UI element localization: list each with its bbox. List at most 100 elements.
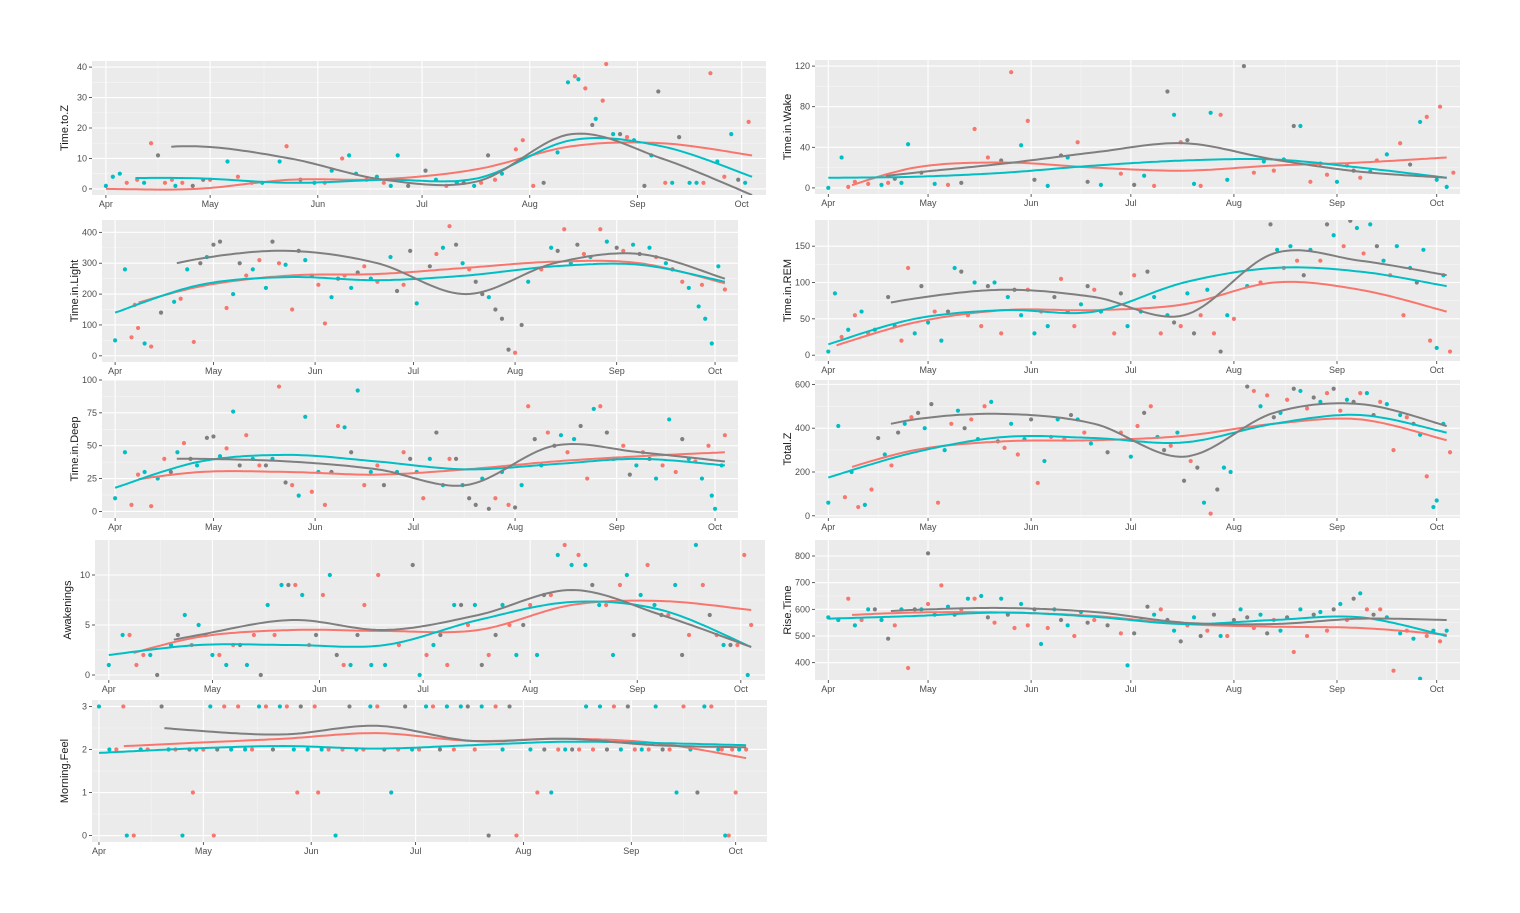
data-point bbox=[376, 572, 381, 578]
x-tick-label: Jul bbox=[1125, 198, 1137, 208]
data-point bbox=[985, 284, 990, 289]
data-point bbox=[1444, 628, 1449, 633]
data-point bbox=[852, 623, 857, 628]
data-point bbox=[832, 291, 838, 296]
y-tick-label: 40 bbox=[800, 142, 810, 152]
data-point bbox=[999, 331, 1004, 336]
data-point bbox=[486, 652, 491, 658]
panel-time-in-light: Apr May Jun Jul Aug Sep Oct 0 100 200 300 400 Time.i… bbox=[69, 220, 738, 376]
data-point bbox=[562, 227, 567, 232]
data-point bbox=[347, 704, 352, 709]
y-tick-label: 600 bbox=[795, 604, 810, 614]
data-point bbox=[1251, 388, 1256, 394]
data-point bbox=[1241, 63, 1246, 69]
data-point bbox=[945, 309, 951, 314]
x-tick-label: Aug bbox=[522, 684, 538, 694]
data-point bbox=[1424, 114, 1429, 119]
data-point bbox=[388, 254, 393, 260]
data-point bbox=[472, 183, 477, 188]
data-point bbox=[1218, 633, 1223, 639]
data-point bbox=[1318, 399, 1323, 405]
data-point bbox=[556, 747, 561, 752]
data-point bbox=[1185, 291, 1190, 296]
x-tick-label: Apr bbox=[108, 366, 122, 376]
data-point bbox=[1032, 177, 1037, 182]
data-point bbox=[451, 747, 456, 752]
data-point bbox=[408, 248, 413, 253]
data-point bbox=[334, 652, 339, 658]
data-point bbox=[1188, 458, 1193, 464]
data-point bbox=[467, 496, 472, 501]
x-tick-label: Aug bbox=[507, 522, 523, 532]
data-point bbox=[611, 131, 616, 137]
x-tick-label: Oct bbox=[1430, 198, 1445, 208]
data-point bbox=[389, 790, 394, 795]
data-point bbox=[327, 572, 332, 578]
y-tick-label: 0 bbox=[805, 183, 810, 193]
data-point bbox=[237, 463, 242, 468]
data-point bbox=[859, 617, 864, 623]
data-point bbox=[726, 833, 731, 838]
data-point bbox=[896, 430, 901, 435]
smooth-line-series-2 bbox=[828, 158, 1447, 179]
x-tick-label: Jul bbox=[1125, 684, 1137, 694]
data-point bbox=[198, 261, 203, 266]
data-point bbox=[1427, 338, 1433, 343]
data-point bbox=[1278, 628, 1283, 633]
data-point bbox=[1291, 649, 1296, 655]
data-point bbox=[1075, 140, 1080, 145]
data-point bbox=[172, 299, 177, 304]
smooth-line-series-3 bbox=[171, 132, 753, 195]
data-point bbox=[1038, 641, 1044, 647]
data-point bbox=[514, 833, 519, 838]
data-point bbox=[190, 790, 196, 795]
data-point bbox=[1132, 631, 1137, 636]
data-point bbox=[1125, 324, 1130, 329]
data-point bbox=[742, 552, 747, 558]
x-tick-label: Apr bbox=[92, 846, 106, 856]
data-point bbox=[403, 704, 408, 709]
data-point bbox=[258, 672, 263, 678]
data-point bbox=[673, 582, 678, 588]
data-point bbox=[1451, 170, 1456, 175]
data-point bbox=[290, 483, 295, 488]
x-tick-label: May bbox=[920, 684, 938, 694]
data-point bbox=[1364, 607, 1370, 612]
data-point bbox=[485, 153, 491, 158]
smooth-line-series-2 bbox=[114, 262, 726, 314]
data-point bbox=[555, 552, 560, 558]
x-tick-label: Sep bbox=[629, 684, 645, 694]
data-point bbox=[652, 602, 657, 608]
data-point bbox=[1418, 119, 1423, 125]
data-point bbox=[431, 642, 436, 648]
data-point bbox=[237, 261, 242, 266]
data-point bbox=[1434, 177, 1439, 182]
data-point bbox=[1275, 247, 1280, 252]
data-point bbox=[716, 747, 721, 752]
data-point bbox=[444, 704, 449, 709]
data-point bbox=[634, 463, 639, 468]
data-point bbox=[1211, 612, 1217, 617]
panel-total-z: Apr May Jun Jul Aug Sep Oct 0 200 400 600 Total.Z bbox=[782, 379, 1460, 532]
data-point bbox=[945, 182, 951, 187]
data-point bbox=[194, 463, 200, 468]
data-point bbox=[1211, 331, 1217, 336]
data-point bbox=[1118, 171, 1123, 176]
x-tick-label: Jul bbox=[408, 522, 420, 532]
data-point bbox=[1161, 447, 1167, 453]
data-point bbox=[190, 183, 195, 188]
data-point bbox=[695, 790, 700, 795]
data-point bbox=[148, 652, 153, 658]
data-point bbox=[583, 562, 588, 568]
data-point bbox=[178, 296, 183, 301]
data-point bbox=[604, 61, 609, 67]
x-tick-label: Sep bbox=[1329, 684, 1345, 694]
data-point bbox=[114, 747, 119, 752]
x-tick-label: Aug bbox=[507, 366, 523, 376]
data-point bbox=[305, 747, 310, 752]
data-point bbox=[1444, 184, 1449, 189]
data-point bbox=[499, 316, 505, 321]
data-point bbox=[434, 251, 439, 257]
data-point bbox=[96, 704, 102, 709]
y-axis-label: Time.in.Deep bbox=[69, 416, 81, 481]
